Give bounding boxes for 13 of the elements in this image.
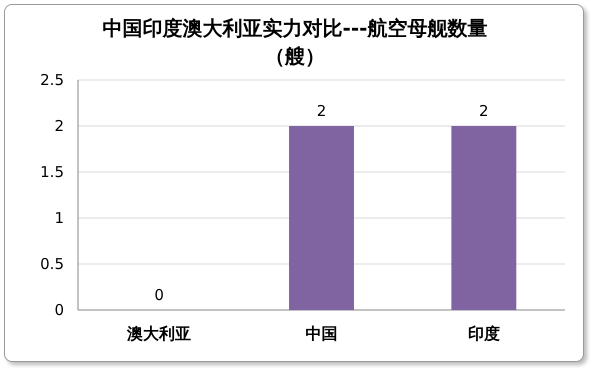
y-tick-label: 2 <box>54 117 64 135</box>
x-tick-label: 中国 <box>306 324 338 343</box>
data-label: 2 <box>479 102 489 120</box>
chart-title: 中国印度澳大利亚实力对比---航空母舰数量（艘） <box>102 15 488 70</box>
y-tick-label: 1.5 <box>40 163 64 181</box>
x-tick-label: 印度 <box>468 324 500 343</box>
data-label: 0 <box>154 286 164 304</box>
y-tick-label: 1 <box>54 209 64 227</box>
y-tick-label: 2.5 <box>40 71 64 89</box>
y-tick-label: 0 <box>54 301 64 319</box>
y-tick-label: 0.5 <box>40 255 64 273</box>
data-label: 2 <box>316 102 326 120</box>
x-tick-label: 澳大利亚 <box>126 324 192 343</box>
